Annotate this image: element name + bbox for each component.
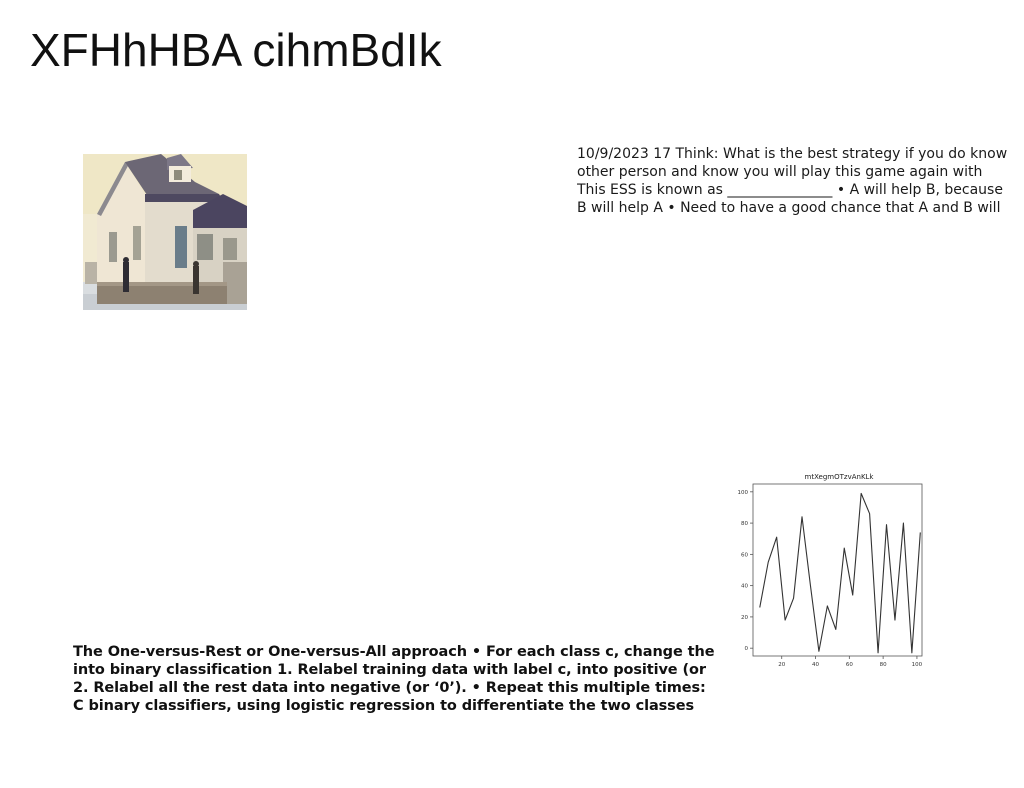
house-photo <box>83 154 247 310</box>
y-tick-label: 80 <box>741 521 748 527</box>
house-image <box>83 154 247 310</box>
y-tick-label: 40 <box>741 584 748 590</box>
y-tick-label: 20 <box>741 615 748 621</box>
text-line: B will help A • Need to have a good chan… <box>577 200 1001 216</box>
text-line: 2. Relabel all the rest data into negati… <box>73 680 706 696</box>
y-tick-label: 60 <box>741 552 748 558</box>
text-line: 10/9/2023 17 Think: What is the best str… <box>577 146 1008 162</box>
x-axis: 20 40 60 80 100 <box>778 656 923 668</box>
y-axis: 0 20 40 60 80 100 <box>738 490 753 652</box>
slide-text-right: 10/9/2023 17 Think: What is the best str… <box>577 145 1024 217</box>
series-group <box>759 492 921 654</box>
chart-title: mtXegmOTzvAnKLk <box>805 473 875 481</box>
x-tick-label: 20 <box>778 662 785 668</box>
text-line: C binary classifiers, using logistic reg… <box>73 698 694 714</box>
x-tick-label: 80 <box>880 662 887 668</box>
x-tick-label: 60 <box>846 662 853 668</box>
slide-text-bottom: The One-versus-Rest or One-versus-All ap… <box>73 643 733 715</box>
x-tick-label: 100 <box>912 662 923 668</box>
text-line: into binary classification 1. Relabel tr… <box>73 662 706 678</box>
text-line: This ESS is known as _______________ • A… <box>577 182 1003 198</box>
y-tick-label: 100 <box>738 490 749 496</box>
plot-frame <box>752 483 923 657</box>
y-tick-label: 0 <box>745 646 749 652</box>
line-chart: mtXegmOTzvAnKLk 0 20 40 60 80 100 20 40 60 80 100 <box>730 468 930 674</box>
x-tick-label: 40 <box>812 662 819 668</box>
page-title: XFHhHBA cihmBdIk <box>30 24 442 76</box>
chart-svg: mtXegmOTzvAnKLk 0 20 40 60 80 100 20 40 60 80 100 <box>738 473 923 668</box>
text-line: The One-versus-Rest or One-versus-All ap… <box>73 644 715 660</box>
text-line: other person and know you will play this… <box>577 164 983 180</box>
series-line <box>759 492 921 654</box>
